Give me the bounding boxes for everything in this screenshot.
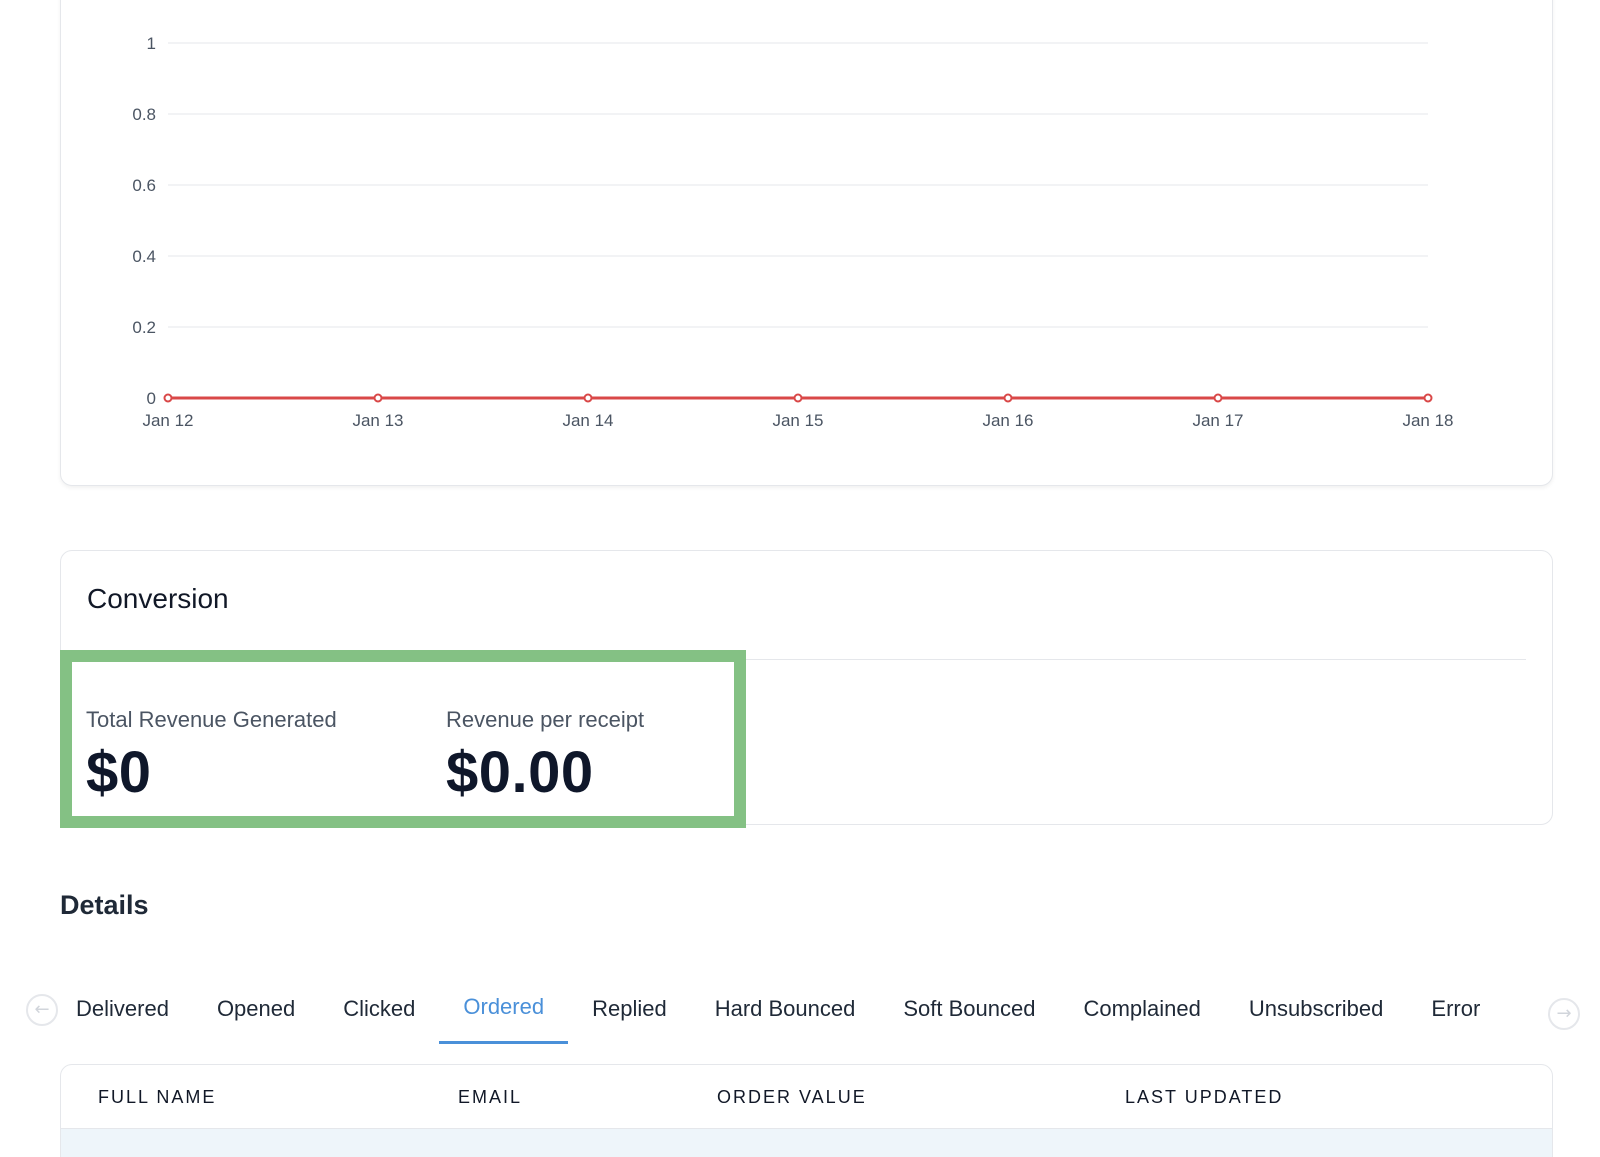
- data-point[interactable]: [1423, 393, 1433, 403]
- tab-clicked[interactable]: Clicked: [343, 996, 416, 1021]
- conversion-divider: [87, 659, 1526, 660]
- grid-lines: [168, 42, 1428, 399]
- arrow-left-circle-icon[interactable]: ←: [26, 994, 58, 1026]
- data-point[interactable]: [1213, 393, 1223, 403]
- y-tick-label: 0.8: [132, 105, 156, 124]
- y-tick-label: 0.2: [132, 318, 156, 337]
- y-tick-label: 1: [147, 34, 156, 53]
- tab-unsubscribed[interactable]: Unsubscribed: [1248, 996, 1384, 1021]
- revenue-per-receipt-metric: Revenue per receipt $0.00: [446, 707, 644, 806]
- total-revenue-value: $0: [86, 740, 152, 805]
- tab-replied[interactable]: Replied: [592, 996, 667, 1021]
- x-tick-label: Jan 14: [562, 411, 613, 430]
- x-tick-label: Jan 18: [1402, 411, 1453, 430]
- tab-error[interactable]: Error: [1431, 996, 1481, 1021]
- data-point[interactable]: [1003, 393, 1013, 403]
- chart-card: [60, 0, 1553, 486]
- arrow-right-circle-icon[interactable]: →: [1548, 998, 1580, 1030]
- line-chart: 00.20.40.60.81 Jan 12 Jan 13 Jan 14 Jan 15 J…: [132, 34, 1453, 430]
- tab-delivered[interactable]: Delivered: [76, 996, 169, 1021]
- conversion-title: Conversion: [87, 583, 229, 614]
- column-header-email[interactable]: EMAIL: [458, 1087, 523, 1107]
- x-tick-label: Jan 16: [982, 411, 1033, 430]
- x-tick-label: Jan 15: [772, 411, 823, 430]
- y-tick-label: 0.4: [132, 247, 156, 266]
- revenue-per-receipt-label: Revenue per receipt: [446, 707, 645, 732]
- tab-hard-bounced[interactable]: Hard Bounced: [714, 996, 856, 1021]
- tab-complained[interactable]: Complained: [1083, 996, 1201, 1021]
- column-header-last-updated[interactable]: LAST UPDATED: [1125, 1087, 1284, 1107]
- data-point[interactable]: [583, 393, 593, 403]
- total-revenue-metric: Total Revenue Generated $0: [86, 707, 337, 806]
- tab-opened[interactable]: Opened: [216, 996, 296, 1021]
- series-layer: [163, 393, 1433, 403]
- data-point[interactable]: [793, 393, 803, 403]
- y-tick-label: 0: [147, 389, 156, 408]
- table-header: FULL NAME EMAIL ORDER VALUE LAST UPDATED: [61, 1065, 1552, 1129]
- details-title: Details: [60, 890, 149, 920]
- y-axis-ticks: 0 0.2 0.4 0.6 0.8 1: [132, 34, 156, 408]
- revenue-highlight-box: Total Revenue Generated $0 Revenue per r…: [60, 650, 746, 828]
- x-tick-label: Jan 13: [352, 411, 403, 430]
- total-revenue-label: Total Revenue Generated: [86, 707, 337, 732]
- details-table: FULL NAME EMAIL ORDER VALUE LAST UPDATED: [60, 1064, 1553, 1157]
- table-row[interactable]: [61, 1129, 1552, 1157]
- x-tick-label: Jan 17: [1192, 411, 1243, 430]
- data-point[interactable]: [373, 393, 383, 403]
- y-tick-label: 0.6: [132, 176, 156, 195]
- data-point[interactable]: [163, 393, 173, 403]
- tab-ordered[interactable]: Ordered: [439, 990, 569, 1044]
- tab-soft-bounced[interactable]: Soft Bounced: [903, 996, 1036, 1021]
- x-tick-label: Jan 12: [142, 411, 193, 430]
- revenue-per-receipt-value: $0.00: [446, 740, 594, 805]
- column-header-full-name[interactable]: FULL NAME: [98, 1087, 217, 1107]
- x-axis-ticks: Jan 12 Jan 13 Jan 14 Jan 15 Jan 16 Jan 17 Jan …: [142, 411, 1453, 430]
- column-header-order-value[interactable]: ORDER VALUE: [717, 1087, 867, 1107]
- details-tabs: Delivered Opened Clicked Ordered Replied Hard…: [52, 990, 1504, 1044]
